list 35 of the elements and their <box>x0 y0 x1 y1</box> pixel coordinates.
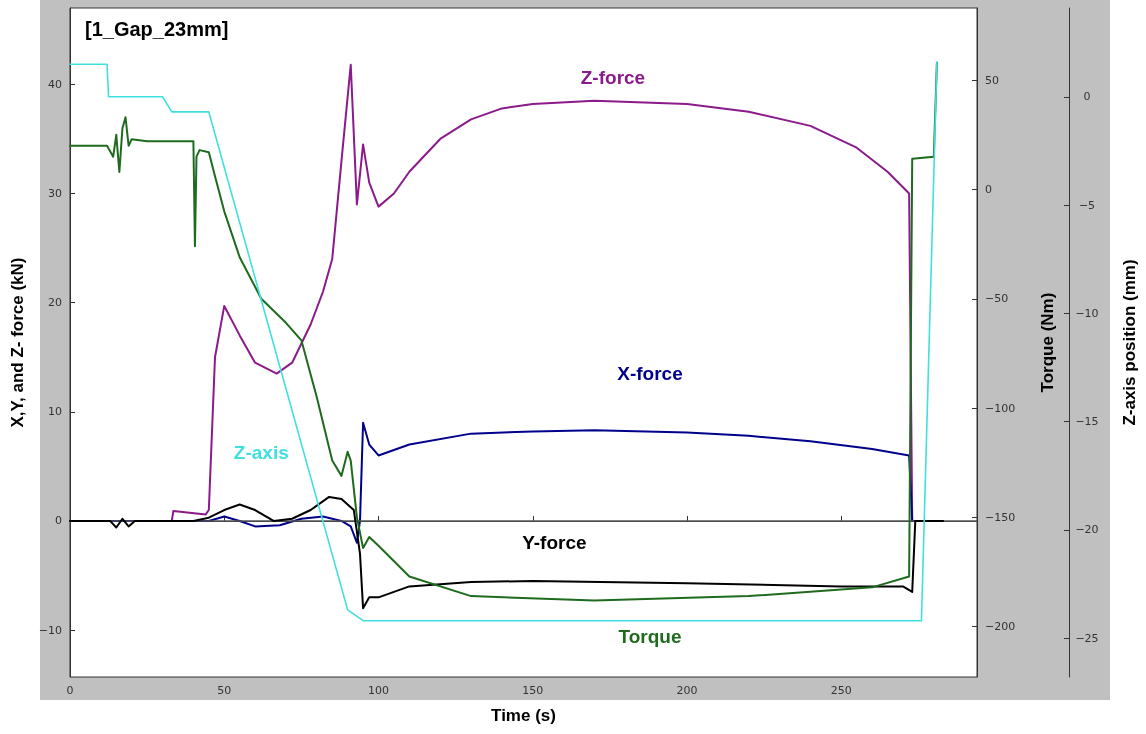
x-tick-label: 100 <box>368 684 389 697</box>
y-axis-title: X,Y, and Z- force (kN) <box>8 257 27 428</box>
line-series <box>69 495 945 610</box>
y3-tick-label: −10 <box>1075 306 1099 320</box>
y-tick-label: −10 <box>38 623 62 637</box>
x-tick-label: 200 <box>676 684 698 697</box>
x-tick-label: 50 <box>217 684 232 697</box>
y2-tick-label: 0 <box>985 182 992 196</box>
y2-tick-label: −200 <box>985 620 1016 634</box>
y3-tick-label: 0 <box>1083 90 1091 104</box>
y2-axis-title: Torque (Nm) <box>1038 292 1057 393</box>
y-tick-label: 30 <box>48 187 62 201</box>
series-label: Y-force <box>522 532 587 554</box>
x-tick-label: 250 <box>830 684 852 697</box>
y2-tick-label: 50 <box>985 73 999 87</box>
x-tick-label: 0 <box>66 684 74 697</box>
y2-tick-label: −150 <box>985 510 1016 524</box>
y3-tick-label: −5 <box>1078 198 1096 212</box>
y3-tick-label: −15 <box>1075 415 1099 429</box>
y-tick-label: 0 <box>55 514 62 528</box>
y3-tick-label: −20 <box>1075 523 1099 537</box>
series-label: Z-axis <box>233 441 289 463</box>
text: X-force <box>617 363 683 385</box>
x-tick-label: 150 <box>522 684 544 697</box>
y-tick-label: 20 <box>48 296 62 310</box>
y3-axis-title: Z-axis position (mm) <box>1120 259 1139 426</box>
text: [1_Gap_23mm] <box>85 18 229 40</box>
series-label: Z-force <box>580 67 646 89</box>
series-label: Torque <box>618 626 682 648</box>
y3-tick-label: −25 <box>1075 631 1099 645</box>
y2-tick-label: −100 <box>985 401 1016 415</box>
x-axis-title: Time (s) <box>491 706 556 725</box>
y2-tick-label: −50 <box>985 292 1009 306</box>
y-tick-label: 10 <box>48 405 62 419</box>
y-tick-label: 40 <box>48 77 62 91</box>
